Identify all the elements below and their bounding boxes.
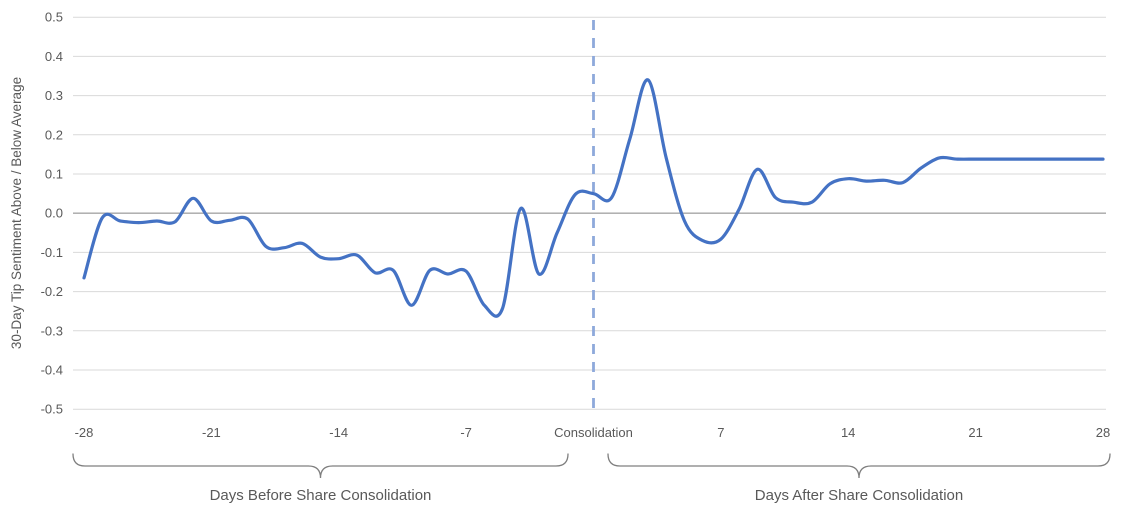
- y-tick-label: -0.3: [41, 323, 63, 338]
- after-period-brace: [607, 453, 1111, 479]
- gridlines-layer: [73, 16, 1106, 410]
- x-tick-label: -14: [329, 425, 348, 440]
- y-tick-label: -0.5: [41, 402, 63, 417]
- x-tick-label: 14: [841, 425, 855, 440]
- y-tick-label: 0.1: [45, 167, 63, 182]
- y-axis-tick-labels: 0.5 0.4 0.3 0.2 0.1 0.0 -0.1 -0.2 -0.3 -0.4 -0.5: [41, 10, 63, 417]
- y-tick-label: 0.2: [45, 127, 63, 142]
- x-tick-label: 21: [968, 425, 982, 440]
- x-tick-label: -7: [460, 425, 472, 440]
- y-tick-label: -0.4: [41, 363, 63, 378]
- x-tick-label: -21: [202, 425, 221, 440]
- y-tick-label: -0.1: [41, 245, 63, 260]
- y-tick-label: -0.2: [41, 284, 63, 299]
- x-tick-label: 28: [1096, 425, 1110, 440]
- sentiment-line-series: [82, 78, 1105, 318]
- y-tick-label: 0.3: [45, 88, 63, 103]
- y-tick-label: 0.0: [45, 206, 63, 221]
- y-axis-title: 30-Day Tip Sentiment Above / Below Avera…: [9, 77, 24, 349]
- y-tick-label: 0.5: [45, 10, 63, 25]
- x-tick-label: Consolidation: [554, 425, 633, 440]
- before-brace-label: Days Before Share Consolidation: [210, 487, 432, 504]
- x-axis-tick-labels: -28 -21 -14 -7 Consolidation 7 14 21 28: [75, 425, 1111, 440]
- before-period-brace: [72, 453, 569, 479]
- y-tick-label: 0.4: [45, 49, 63, 64]
- x-tick-label: -28: [75, 425, 94, 440]
- x-tick-label: 7: [717, 425, 724, 440]
- after-brace-label: Days After Share Consolidation: [755, 487, 963, 504]
